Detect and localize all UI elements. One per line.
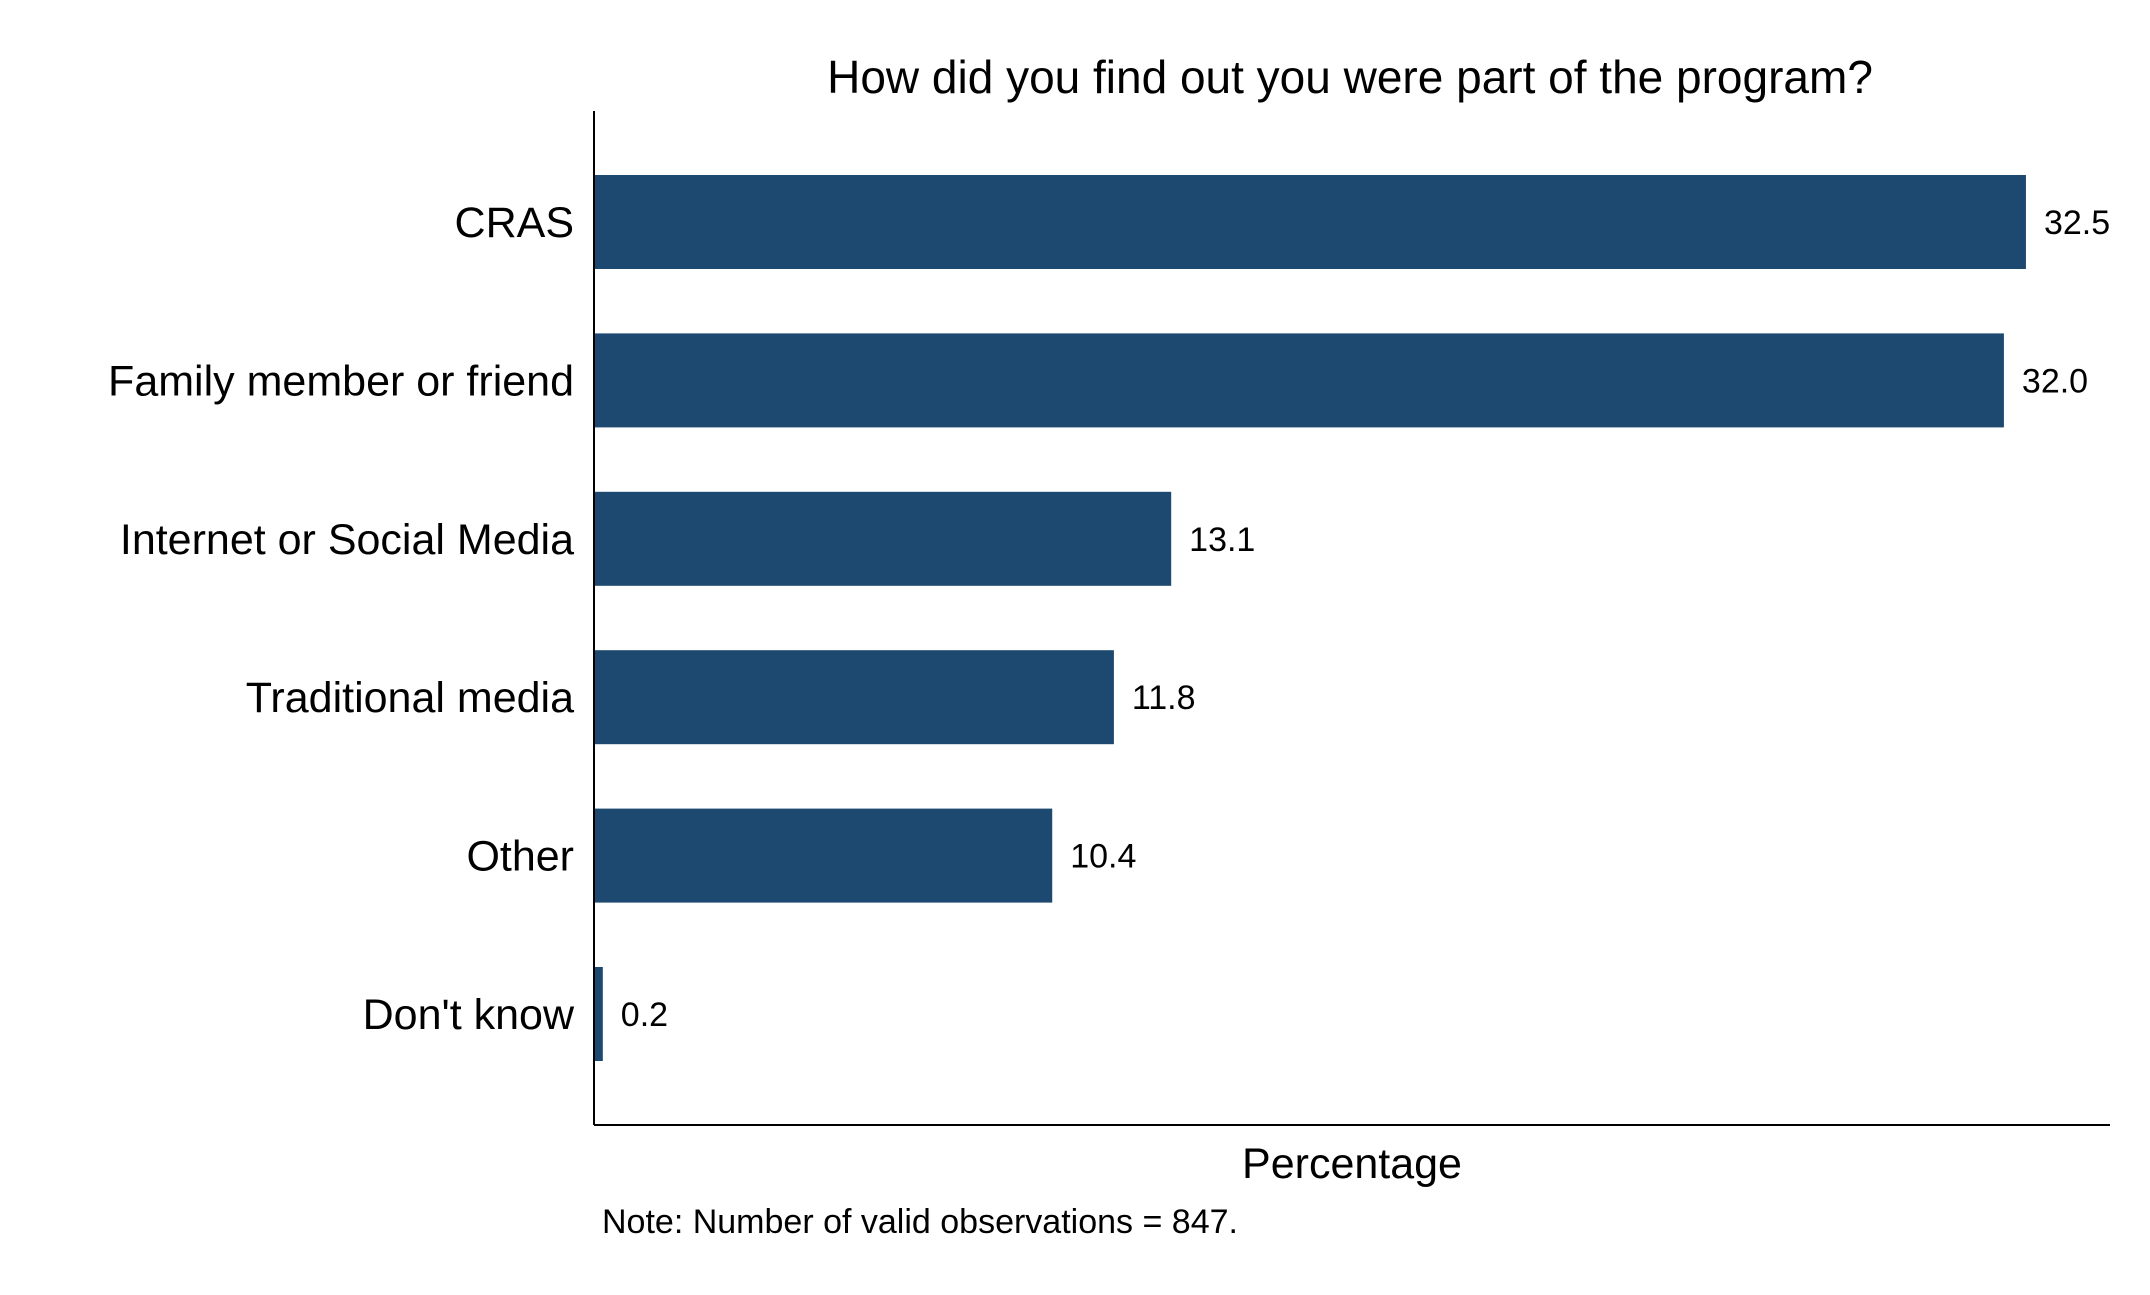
- category-label-5: Don't know: [363, 991, 575, 1039]
- category-label-4: Other: [466, 833, 574, 881]
- value-label-2: 13.1: [1189, 521, 1255, 559]
- category-label-1: Family member or friend: [108, 357, 574, 405]
- x-axis-title: Percentage: [1242, 1140, 1462, 1188]
- value-label-0: 32.5: [2044, 204, 2110, 242]
- value-label-1: 32.0: [2022, 362, 2088, 400]
- category-labels-group: CRAS Family member or friend Internet or S…: [108, 199, 575, 1039]
- category-label-3: Traditional media: [246, 674, 574, 722]
- bar-4: [594, 808, 1053, 903]
- value-label-3: 11.8: [1132, 679, 1196, 717]
- value-label-5: 0.2: [621, 996, 668, 1034]
- chart-note: Note: Number of valid observations = 847…: [602, 1203, 1238, 1241]
- value-labels-group: 32.5 32.0 13.1 11.8 10.4 0.2: [621, 204, 2110, 1034]
- category-label-2: Internet or Social Media: [120, 516, 574, 564]
- bar-0: [594, 175, 2026, 269]
- category-label-0: CRAS: [455, 199, 574, 247]
- bar-3: [594, 650, 1114, 745]
- value-label-4: 10.4: [1070, 838, 1136, 876]
- bars-group: [594, 175, 2026, 1061]
- bar-5: [594, 967, 603, 1061]
- bar-1: [594, 333, 2004, 428]
- chart-title: How did you find out you were part of th…: [827, 51, 1873, 103]
- bar-2: [594, 491, 1172, 586]
